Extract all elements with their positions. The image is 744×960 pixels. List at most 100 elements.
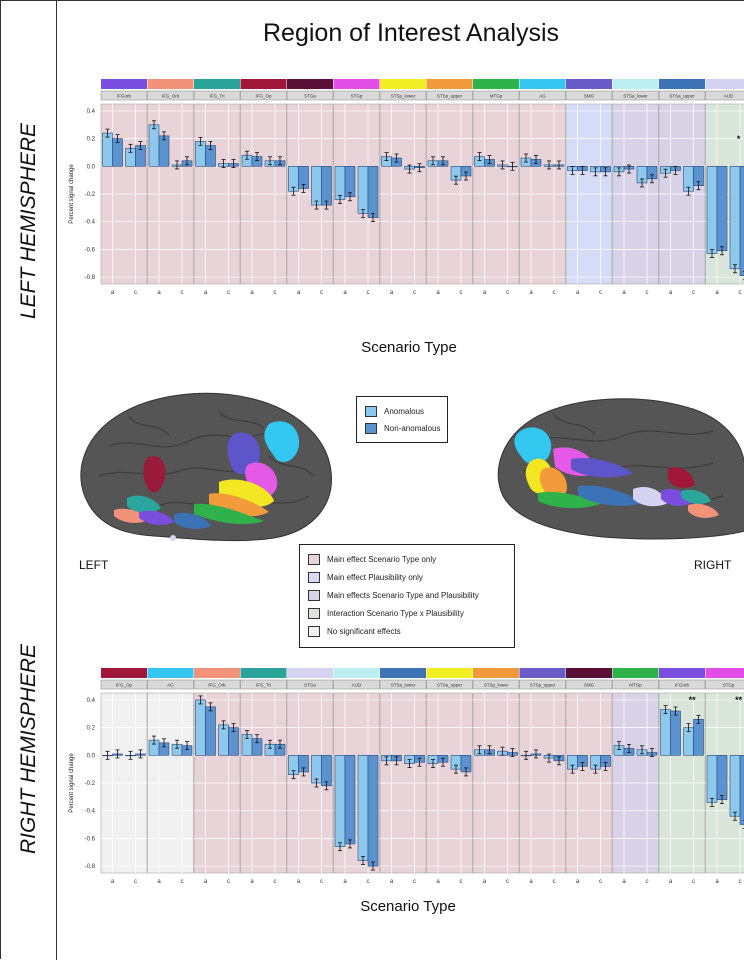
facet-color-strip <box>566 79 612 89</box>
legend-item-non-anomalous: Non-anomalous <box>365 422 440 434</box>
x-tick-label: c <box>460 290 463 296</box>
facet-color-strip <box>520 79 566 89</box>
y-tick-label: -0.2 <box>85 781 96 787</box>
x-tick-label: c <box>413 290 416 296</box>
chart-title: Region of Interest Analysis <box>201 19 621 48</box>
x-tick-label: a <box>250 879 254 885</box>
legend-label: Main effect Scenario Type only <box>327 555 436 564</box>
facet-label: AUD <box>724 94 734 99</box>
bar <box>159 136 169 166</box>
facet-color-strip <box>287 668 333 678</box>
x-tick-label: a <box>622 290 626 296</box>
facet-label: AG <box>167 683 174 688</box>
facet-color-strip <box>473 668 519 678</box>
x-tick-label: c <box>274 879 277 885</box>
bar <box>694 719 704 755</box>
legend-label: No significant effects <box>327 627 401 636</box>
y-tick-label: -0.2 <box>85 192 96 198</box>
facet-color-strip <box>659 79 705 89</box>
significance-annotation: ** <box>735 695 743 705</box>
x-tick-label: c <box>692 879 695 885</box>
facet-label: STGa <box>304 94 316 99</box>
facet-color-strip <box>101 668 147 678</box>
facet-color-strip <box>706 79 744 89</box>
x-tick-label: a <box>436 290 440 296</box>
x-tick-label: c <box>599 879 602 885</box>
x-tick-label: a <box>343 290 347 296</box>
y-tick-label: 0.4 <box>87 698 96 704</box>
facet-label: STSp_upper <box>530 683 556 688</box>
y-tick-label: -0.4 <box>85 809 96 815</box>
x-tick-label: c <box>134 879 137 885</box>
facet-color-strip <box>287 79 333 89</box>
facet-color-strip <box>334 79 380 89</box>
x-tick-label: c <box>599 290 602 296</box>
facet-label: STSa_lower <box>623 94 648 99</box>
x-tick-label: a <box>483 290 487 296</box>
x-tick-label: a <box>436 879 440 885</box>
x-tick-label: a <box>483 879 487 885</box>
x-tick-label: c <box>692 290 695 296</box>
bar <box>707 166 717 253</box>
x-tick-label: c <box>274 290 277 296</box>
x-tick-label: c <box>553 879 556 885</box>
facet-label: STGp <box>351 94 363 99</box>
bar <box>661 710 671 756</box>
significance-annotation: ** <box>689 695 697 705</box>
left-hemisphere-label: LEFT HEMISPHERE <box>17 71 41 371</box>
facet-label: IFGorb <box>675 683 690 688</box>
bar <box>717 755 727 799</box>
y-tick-label: 0.0 <box>87 164 96 170</box>
legend-label: Non-anomalous <box>384 424 440 433</box>
facet-color-strip <box>334 668 380 678</box>
legend-label: Main effect Plausibility only <box>327 573 423 582</box>
x-tick-label: c <box>367 290 370 296</box>
facet-label: STGa <box>304 683 316 688</box>
facet-label: AUD <box>352 683 362 688</box>
x-tick-label: c <box>134 290 137 296</box>
x-tick-label: a <box>669 290 673 296</box>
legend-item-effect: No significant effects <box>308 625 401 637</box>
facet-color-strip <box>148 79 194 89</box>
facet-label: IFG_Tri <box>209 94 224 99</box>
bar <box>671 711 681 755</box>
x-tick-label: c <box>506 290 509 296</box>
plausibility-legend: Anomalous Non-anomalous <box>356 396 448 443</box>
facet-color-strip <box>380 79 426 89</box>
x-tick-label: c <box>367 879 370 885</box>
bar <box>322 166 332 205</box>
facet-label: SMG <box>584 94 595 99</box>
facet-label: IFG_Tri <box>256 683 271 688</box>
facet-label: STSp_lower <box>391 94 416 99</box>
x-tick-label: a <box>715 290 719 296</box>
facet-label: STGp <box>723 683 735 688</box>
y-tick-label: -0.8 <box>85 864 96 870</box>
effects-legend: Main effect Scenario Type only Main effe… <box>299 544 515 648</box>
right-brain-illustration <box>483 391 744 541</box>
bar <box>730 166 740 268</box>
right-x-axis-label: Scenario Type <box>308 898 508 915</box>
right-hemisphere-label: RIGHT HEMISPHERE <box>17 599 41 899</box>
bar <box>345 755 355 844</box>
x-tick-label: c <box>181 290 184 296</box>
x-tick-label: a <box>622 879 626 885</box>
facet-color-strip <box>148 668 194 678</box>
bar <box>368 166 378 217</box>
x-tick-label: c <box>646 879 649 885</box>
x-tick-label: a <box>343 879 347 885</box>
bar <box>358 166 368 213</box>
x-tick-label: a <box>297 879 301 885</box>
y-tick-label: -0.8 <box>85 275 96 281</box>
x-tick-label: a <box>157 290 161 296</box>
y-tick-label: -0.6 <box>85 247 96 253</box>
x-tick-label: a <box>390 879 394 885</box>
legend-label: Anomalous <box>384 407 424 416</box>
facet-color-strip <box>566 668 612 678</box>
facet-label: STSa_upper <box>437 683 463 688</box>
bar <box>358 755 368 860</box>
legend-swatch <box>308 626 320 637</box>
legend-item-effect: Interaction Scenario Type x Plausibility <box>308 607 464 619</box>
facet-color-strip <box>520 668 566 678</box>
bar <box>312 166 322 205</box>
